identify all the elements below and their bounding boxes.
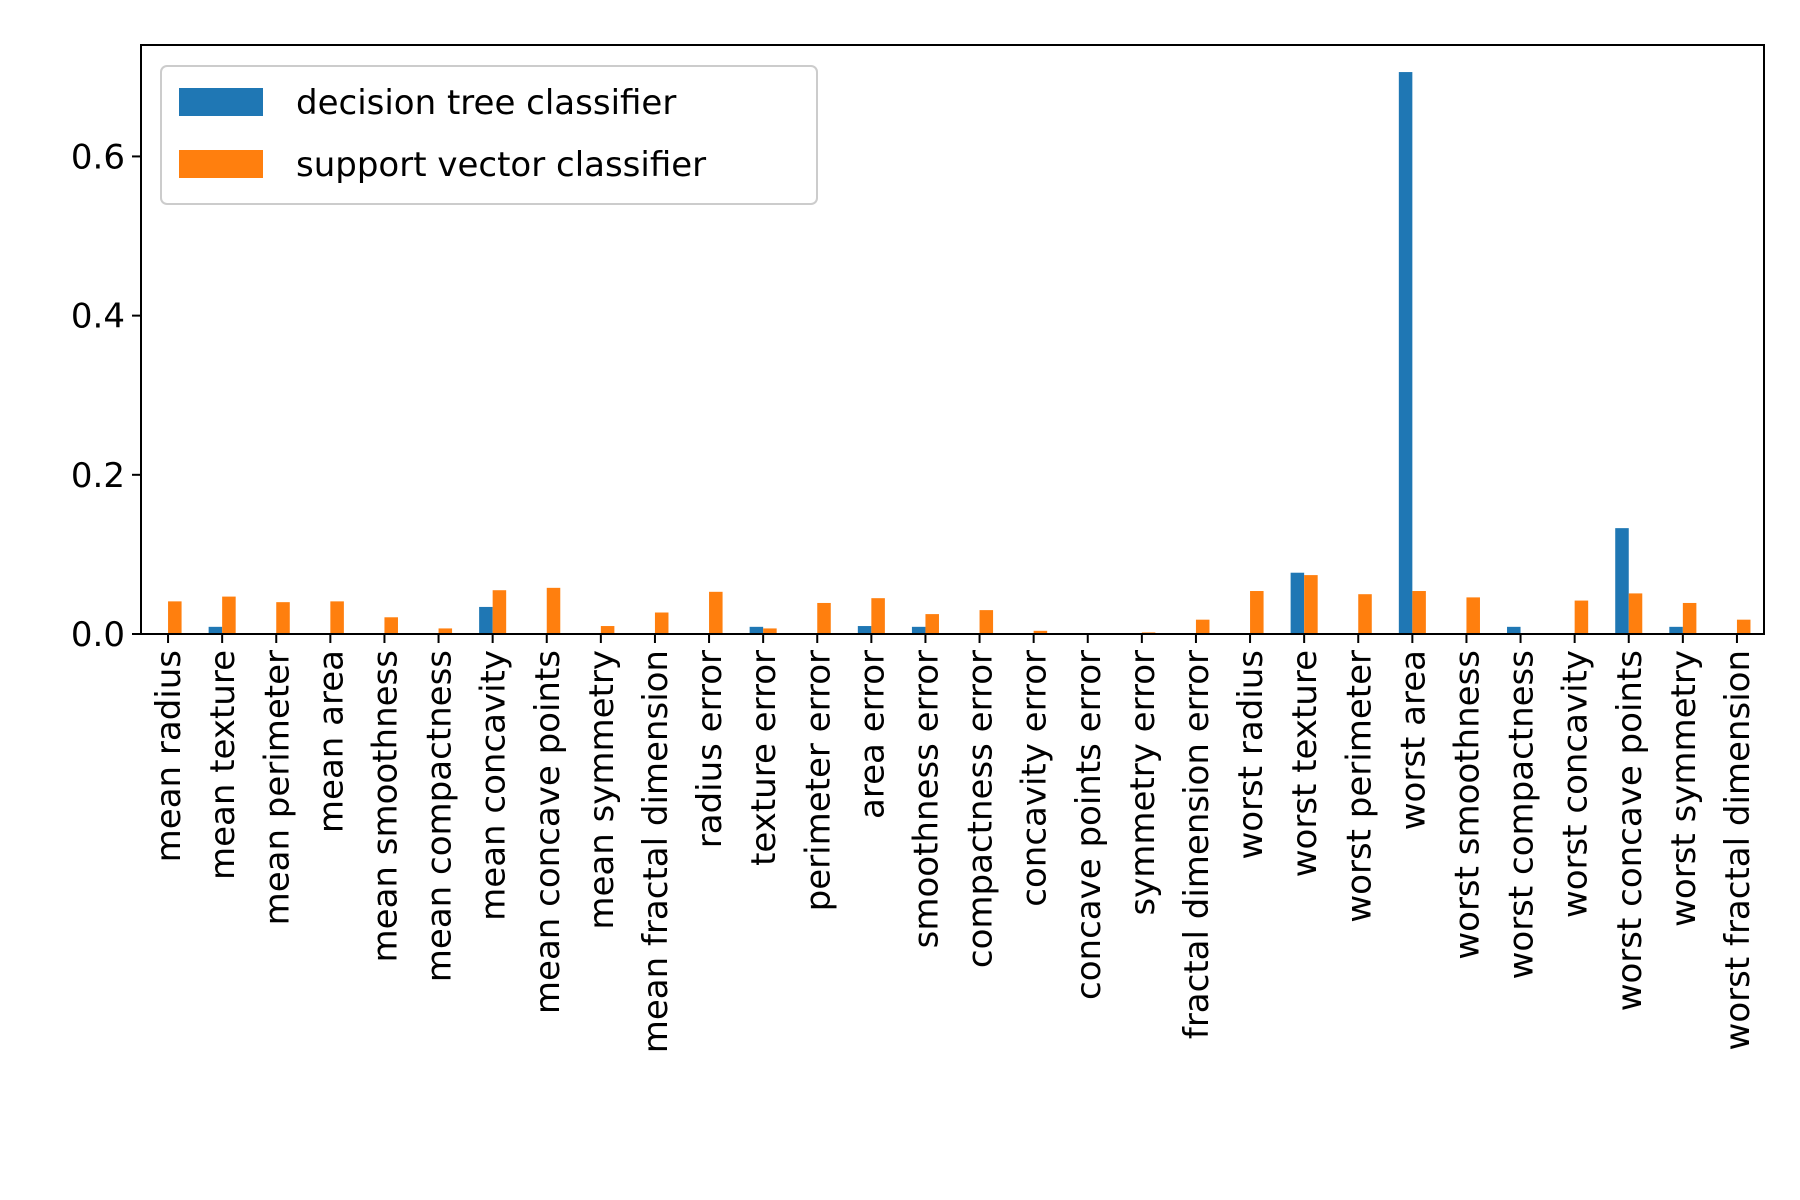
legend: decision tree classifier support vector c… (160, 65, 818, 205)
x-tick-label: mean perimeter (257, 650, 297, 925)
x-tick-label: mean smoothness (365, 650, 405, 962)
bar-s0-25 (1507, 626, 1521, 634)
bar-s1-6 (492, 590, 507, 634)
bar-s1-19 (1195, 619, 1210, 634)
bar-s1-13 (871, 598, 885, 634)
bar-s0-23 (1398, 72, 1413, 635)
bar-s1-23 (1412, 591, 1426, 634)
bar-s1-12 (817, 602, 831, 634)
x-tick-label: texture error (744, 650, 784, 866)
x-tick-label: mean texture (203, 650, 243, 880)
y-tick-label: 0.0 (71, 615, 125, 655)
bar-s1-3 (330, 601, 344, 634)
bar-s0-27 (1615, 528, 1629, 634)
bar-s0-28 (1669, 626, 1683, 634)
x-tick-label: worst concave points (1610, 650, 1650, 1011)
bar-s1-8 (600, 626, 615, 634)
x-tick-label: worst concavity (1556, 650, 1596, 918)
legend-swatch-1 (179, 150, 263, 178)
bar-s1-20 (1250, 591, 1264, 634)
x-tick-label: mean symmetry (582, 650, 622, 930)
bar-s1-29 (1736, 619, 1751, 634)
x-tick-label: worst area (1393, 650, 1433, 830)
bar-s1-10 (709, 591, 723, 634)
bar-s0-11 (749, 626, 764, 634)
x-tick-label: mean concavity (474, 650, 514, 921)
y-axis-ticks: 0.0 0.2 0.4 0.6 (71, 137, 141, 655)
legend-box (160, 65, 818, 205)
x-tick-label: fractal dimension error (1177, 650, 1217, 1039)
x-tick-label: worst fractal dimension (1718, 650, 1758, 1050)
bar-s1-21 (1304, 575, 1318, 634)
legend-swatch-0 (179, 88, 263, 116)
legend-label-0: decision tree classifier (296, 83, 676, 123)
x-tick-label: worst radius (1231, 650, 1271, 860)
x-tick-label: radius error (690, 650, 730, 848)
bar-s1-15 (979, 610, 994, 634)
bar-s0-1 (208, 626, 223, 634)
bar-s0-21 (1290, 572, 1305, 634)
x-tick-label: worst compactness (1502, 650, 1542, 979)
x-tick-label: symmetry error (1123, 650, 1163, 916)
x-tick-label: worst perimeter (1339, 650, 1379, 923)
y-tick-label: 0.6 (71, 137, 125, 177)
bar-s1-5 (438, 628, 453, 634)
x-tick-label: worst texture (1285, 650, 1325, 877)
bar-s1-26 (1574, 600, 1589, 634)
x-tick-label: mean radius (149, 650, 189, 862)
bar-s0-13 (857, 626, 872, 634)
x-tick-label: concavity error (1015, 650, 1055, 907)
bars-group (168, 72, 1751, 635)
y-tick-label: 0.4 (71, 297, 125, 337)
bar-s1-9 (654, 612, 669, 634)
y-tick-label: 0.2 (71, 456, 125, 496)
bar-s1-7 (546, 587, 561, 634)
bar-s1-16 (1033, 630, 1048, 634)
bar-s1-2 (276, 602, 290, 634)
plot-frame (140, 44, 1765, 635)
bar-s1-28 (1682, 602, 1697, 634)
x-tick-label: compactness error (961, 650, 1001, 968)
x-tick-label: mean fractal dimension (636, 650, 676, 1053)
bar-s1-24 (1466, 597, 1480, 634)
x-tick-label: smoothness error (906, 650, 946, 948)
bar-s1-4 (384, 617, 398, 634)
x-tick-label: area error (852, 650, 892, 819)
bar-s0-6 (479, 606, 493, 634)
bar-s1-0 (168, 601, 182, 634)
bar-s0-14 (911, 626, 926, 634)
x-axis-ticks: mean radius mean texture mean perimeter mea… (149, 634, 1758, 1053)
bar-s1-11 (763, 628, 777, 634)
x-tick-label: mean area (311, 650, 351, 833)
x-tick-label: mean compactness (420, 650, 460, 982)
x-tick-label: worst smoothness (1447, 650, 1487, 960)
x-tick-label: concave points error (1069, 650, 1109, 1000)
x-tick-label: perimeter error (798, 650, 838, 911)
x-tick-label: mean concave points (528, 650, 568, 1014)
bar-s1-14 (925, 614, 939, 634)
bar-s1-27 (1628, 593, 1643, 634)
x-tick-label: worst symmetry (1664, 650, 1704, 927)
legend-label-1: support vector classifier (296, 145, 706, 185)
bar-s1-1 (222, 596, 236, 634)
bar-s1-22 (1358, 594, 1372, 634)
